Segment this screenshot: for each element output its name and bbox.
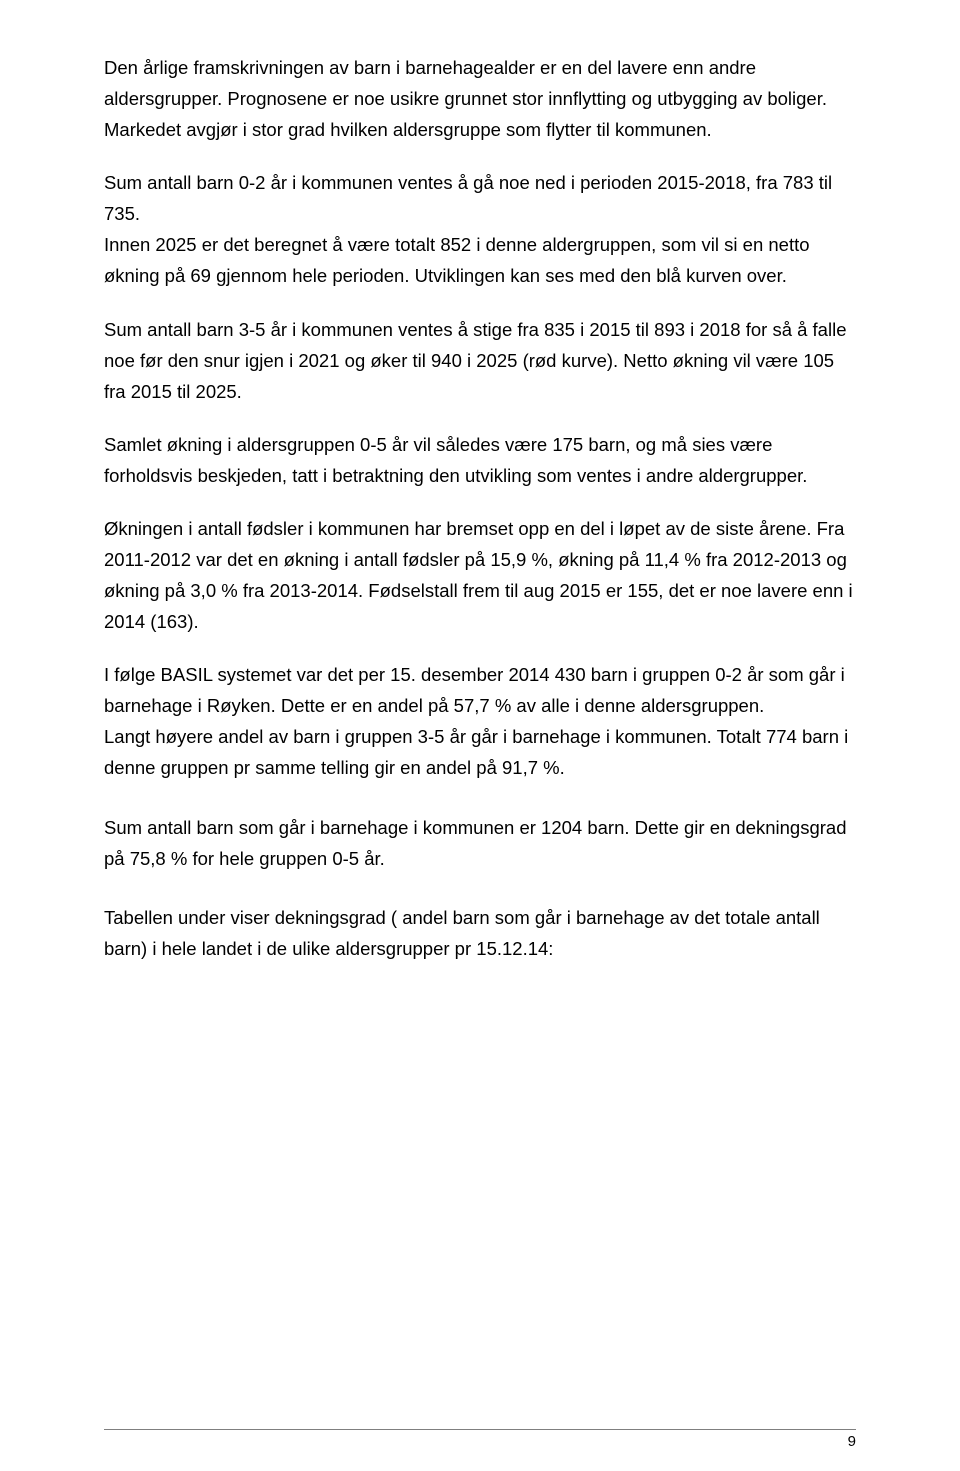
body-paragraph: Sum antall barn 0-2 år i kommunen ventes… [104, 167, 856, 229]
body-paragraph: Den årlige framskrivningen av barn i bar… [104, 52, 856, 145]
body-paragraph: Tabellen under viser dekningsgrad ( ande… [104, 902, 856, 964]
body-paragraph: Sum antall barn 3-5 år i kommunen ventes… [104, 314, 856, 407]
body-paragraph: Sum antall barn som går i barnehage i ko… [104, 812, 856, 874]
document-page: Den årlige framskrivningen av barn i bar… [0, 0, 960, 1471]
body-paragraph: Økningen i antall fødsler i kommunen har… [104, 513, 856, 637]
page-number: 9 [104, 1433, 856, 1451]
body-paragraph: Langt høyere andel av barn i gruppen 3-5… [104, 721, 856, 783]
body-paragraph: Samlet økning i aldersgruppen 0-5 år vil… [104, 429, 856, 491]
page-footer: 9 [104, 1429, 856, 1451]
body-paragraph: Innen 2025 er det beregnet å være totalt… [104, 229, 856, 291]
body-paragraph: I følge BASIL systemet var det per 15. d… [104, 659, 856, 721]
footer-divider [104, 1429, 856, 1431]
